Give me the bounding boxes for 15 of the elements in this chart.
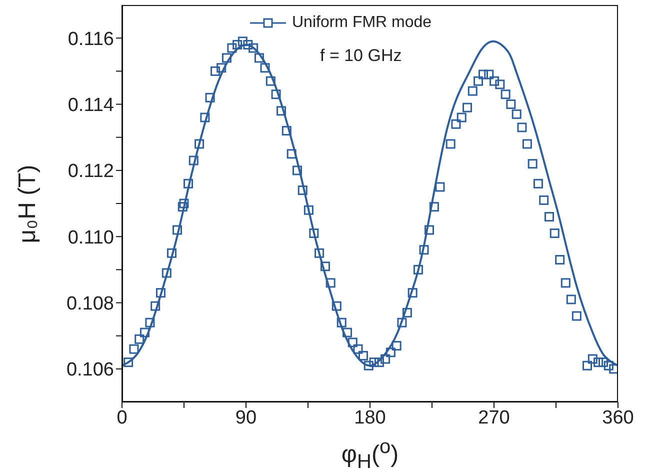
x-tick-label: 90 bbox=[235, 407, 257, 428]
legend-label: Uniform FMR mode bbox=[292, 14, 432, 32]
y-tick-label: 0.110 bbox=[68, 227, 114, 248]
x-axis-title: φ$_{H}$($^{o}$) bbox=[340, 436, 400, 474]
y-tick-label: 0.116 bbox=[68, 28, 114, 50]
y-tick-label: 0.112 bbox=[68, 161, 114, 182]
x-tick-label: 180 bbox=[354, 407, 386, 428]
x-tick-label: 270 bbox=[478, 407, 510, 428]
y-axis-title: μ₀H (T) bbox=[14, 164, 42, 243]
x-tick-label: 0 bbox=[116, 407, 128, 428]
y-tick-label: 0.106 bbox=[66, 360, 114, 381]
y-tick-label: 0.108 bbox=[66, 293, 114, 314]
annotation: f = 10 GHz bbox=[320, 46, 402, 66]
y-tick-label: 0.114 bbox=[68, 94, 114, 116]
x-tick-label: 360 bbox=[602, 407, 634, 428]
